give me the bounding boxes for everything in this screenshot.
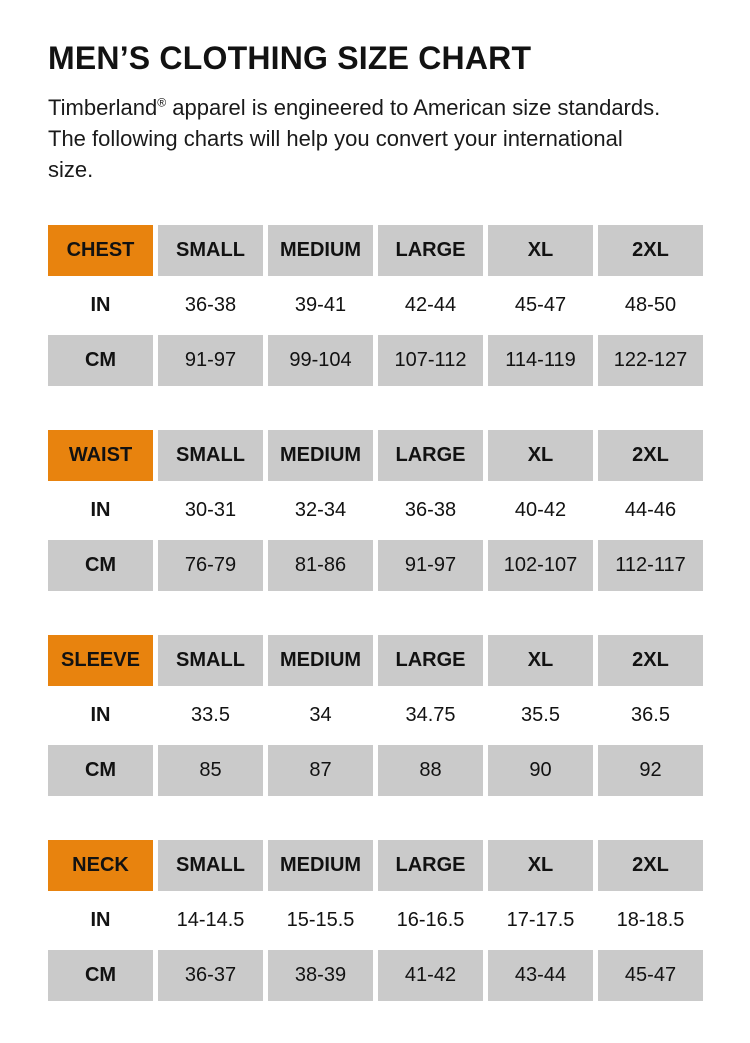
value-cell: 114-119 [488, 335, 593, 386]
value-cell: 34 [309, 704, 332, 726]
value-cell: 91-97 [378, 540, 483, 591]
value-cell: 87 [268, 745, 373, 796]
registered-mark: ® [157, 95, 167, 110]
intro-text: apparel is engineered to American size s… [48, 95, 661, 182]
value-cell: 81-86 [268, 540, 373, 591]
unit-label-cell: IN [90, 909, 111, 931]
size-header-cell: SMALL [158, 430, 263, 481]
measurement-label-cell: SLEEVE [48, 635, 153, 686]
size-header-cell: MEDIUM [268, 635, 373, 686]
size-header-cell: SMALL [158, 635, 263, 686]
value-cell: 45-47 [514, 294, 567, 316]
value-cell: 43-44 [488, 950, 593, 1001]
cm-row: CM 91-97 99-104 107-112 114-119 122-127 [48, 335, 703, 386]
unit-label-cell: CM [48, 335, 153, 386]
size-table-waist: WAIST SMALL MEDIUM LARGE XL 2XL IN 30-31 32-34 36… [43, 426, 708, 595]
value-cell: 36-37 [158, 950, 263, 1001]
cm-row: CM 76-79 81-86 91-97 102-107 112-117 [48, 540, 703, 591]
value-cell: 30-31 [184, 499, 237, 521]
value-cell: 122-127 [598, 335, 703, 386]
measurement-label-cell: CHEST [48, 225, 153, 276]
unit-label-cell: IN [90, 704, 111, 726]
size-header-cell: LARGE [378, 840, 483, 891]
size-header-cell: MEDIUM [268, 840, 373, 891]
size-table-chest: CHEST SMALL MEDIUM LARGE XL 2XL IN 36-38 39-41 42… [43, 221, 708, 390]
value-cell: 107-112 [378, 335, 483, 386]
value-cell: 18-18.5 [616, 909, 685, 931]
size-table-sleeve: SLEEVE SMALL MEDIUM LARGE XL 2XL IN 33.5 34 34.75… [43, 631, 708, 800]
value-cell: 92 [598, 745, 703, 796]
value-cell: 15-15.5 [286, 909, 355, 931]
page-title: MEN’S CLOTHING SIZE CHART [48, 40, 532, 76]
size-header-cell: MEDIUM [268, 430, 373, 481]
size-header-cell: XL [488, 430, 593, 481]
value-cell: 32-34 [294, 499, 347, 521]
size-header-cell: 2XL [598, 430, 703, 481]
value-cell: 36-38 [184, 294, 237, 316]
cm-row: CM 36-37 38-39 41-42 43-44 45-47 [48, 950, 703, 1001]
value-cell: 34.75 [405, 704, 456, 726]
size-header-cell: 2XL [598, 225, 703, 276]
value-cell: 48-50 [624, 294, 677, 316]
value-cell: 85 [158, 745, 263, 796]
value-cell: 14-14.5 [176, 909, 245, 931]
value-cell: 38-39 [268, 950, 373, 1001]
unit-label-cell: CM [48, 540, 153, 591]
header-row: CHEST SMALL MEDIUM LARGE XL 2XL [48, 225, 703, 276]
header-row: WAIST SMALL MEDIUM LARGE XL 2XL [48, 430, 703, 481]
value-cell: 40-42 [514, 499, 567, 521]
header-row: NECK SMALL MEDIUM LARGE XL 2XL [48, 840, 703, 891]
value-cell: 102-107 [488, 540, 593, 591]
size-table-neck: NECK SMALL MEDIUM LARGE XL 2XL IN 14-14.5 15-15.… [43, 836, 708, 1005]
in-row: IN 33.5 34 34.75 35.5 36.5 [48, 690, 703, 741]
value-cell: 44-46 [624, 499, 677, 521]
value-cell: 42-44 [404, 294, 457, 316]
size-header-cell: LARGE [378, 635, 483, 686]
value-cell: 36.5 [631, 704, 670, 726]
unit-label-cell: IN [90, 294, 111, 316]
value-cell: 45-47 [598, 950, 703, 1001]
size-header-cell: MEDIUM [268, 225, 373, 276]
value-cell: 16-16.5 [396, 909, 465, 931]
value-cell: 90 [488, 745, 593, 796]
value-cell: 36-38 [404, 499, 457, 521]
value-cell: 39-41 [294, 294, 347, 316]
value-cell: 88 [378, 745, 483, 796]
unit-label-cell: IN [90, 499, 111, 521]
value-cell: 91-97 [158, 335, 263, 386]
unit-label-cell: CM [48, 950, 153, 1001]
cm-row: CM 85 87 88 90 92 [48, 745, 703, 796]
size-header-cell: LARGE [378, 225, 483, 276]
size-tables: CHEST SMALL MEDIUM LARGE XL 2XL IN 36-38 39-41 42… [48, 221, 703, 1005]
page-root: MEN’S CLOTHING SIZE CHART Timberland® ap… [48, 40, 703, 1005]
value-cell: 112-117 [598, 540, 703, 591]
value-cell: 17-17.5 [506, 909, 575, 931]
in-row: IN 14-14.5 15-15.5 16-16.5 17-17.5 18-18.5 [48, 895, 703, 946]
brand-name: Timberland [48, 95, 158, 120]
size-header-cell: 2XL [598, 635, 703, 686]
size-header-cell: LARGE [378, 430, 483, 481]
unit-label-cell: CM [48, 745, 153, 796]
in-row: IN 36-38 39-41 42-44 45-47 48-50 [48, 280, 703, 331]
size-header-cell: SMALL [158, 840, 263, 891]
value-cell: 76-79 [158, 540, 263, 591]
size-header-cell: XL [488, 840, 593, 891]
size-header-cell: XL [488, 225, 593, 276]
size-header-cell: XL [488, 635, 593, 686]
size-header-cell: SMALL [158, 225, 263, 276]
size-header-cell: 2XL [598, 840, 703, 891]
measurement-label-cell: NECK [48, 840, 153, 891]
header-row: SLEEVE SMALL MEDIUM LARGE XL 2XL [48, 635, 703, 686]
measurement-label-cell: WAIST [48, 430, 153, 481]
value-cell: 33.5 [191, 704, 230, 726]
value-cell: 35.5 [521, 704, 560, 726]
in-row: IN 30-31 32-34 36-38 40-42 44-46 [48, 485, 703, 536]
value-cell: 99-104 [268, 335, 373, 386]
intro-paragraph: Timberland® apparel is engineered to Ame… [48, 92, 670, 185]
value-cell: 41-42 [378, 950, 483, 1001]
